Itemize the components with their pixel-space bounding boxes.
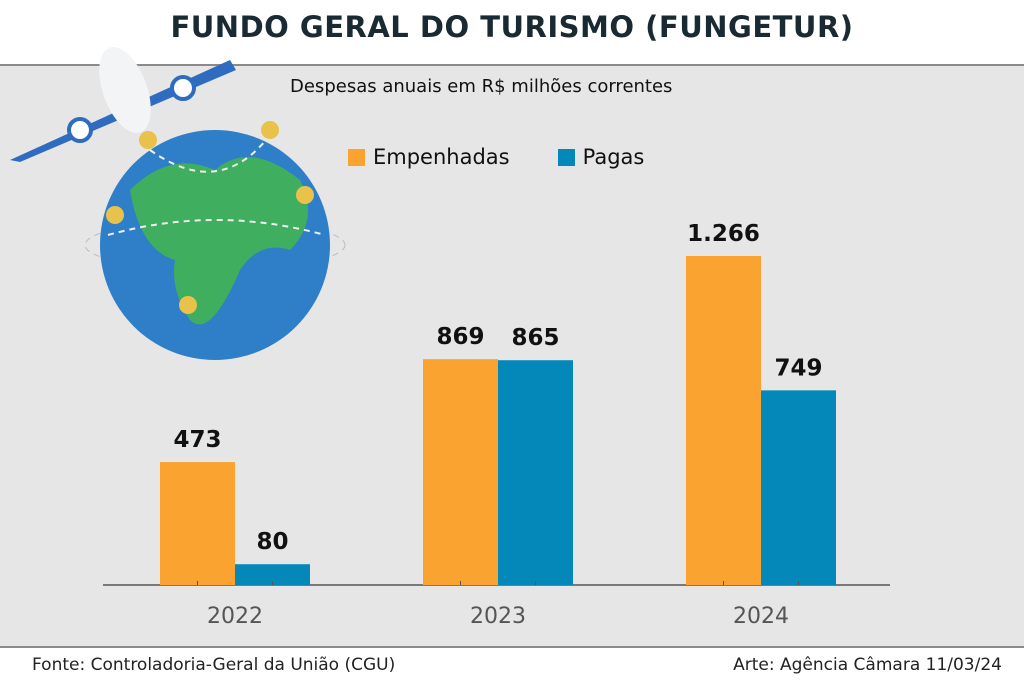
legend-item-empenhadas: Empenhadas <box>348 145 510 169</box>
globe-illustration <box>10 47 346 360</box>
legend-swatch-pagas <box>557 148 575 166</box>
legend: Empenhadas Pagas <box>348 145 644 169</box>
data-label: 865 <box>511 325 559 351</box>
bar-pagas-2023 <box>498 360 573 585</box>
bar-empenhadas-2023 <box>423 359 498 585</box>
legend-label-empenhadas: Empenhadas <box>373 145 510 169</box>
map-pin-icons <box>106 121 314 314</box>
x-tick-label: 2023 <box>470 604 526 629</box>
data-label: 1.266 <box>687 221 760 247</box>
airplane-icon <box>10 47 236 162</box>
bar-pagas-2024 <box>761 390 836 585</box>
data-label: 80 <box>256 529 288 555</box>
legend-swatch-empenhadas <box>348 148 365 166</box>
x-tick-label: 2024 <box>733 604 789 629</box>
bar-pagas-2022 <box>235 564 310 585</box>
bar-empenhadas-2024 <box>686 256 761 585</box>
chart-title: FUNDO GERAL DO TURISMO (FUNGETUR) <box>170 10 854 44</box>
chart-subtitle: Despesas anuais em R$ milhões correntes <box>290 76 673 97</box>
legend-label-pagas: Pagas <box>582 145 645 169</box>
data-label: 869 <box>436 324 484 350</box>
data-label: 473 <box>173 427 221 453</box>
data-label: 749 <box>774 355 822 381</box>
x-tick-label: 2022 <box>207 604 263 629</box>
credit-note: Arte: Agência Câmara 11/03/24 <box>733 655 1002 675</box>
bar-empenhadas-2022 <box>160 462 235 585</box>
source-note: Fonte: Controladoria-Geral da União (CGU… <box>32 655 396 675</box>
legend-item-pagas: Pagas <box>557 145 645 169</box>
